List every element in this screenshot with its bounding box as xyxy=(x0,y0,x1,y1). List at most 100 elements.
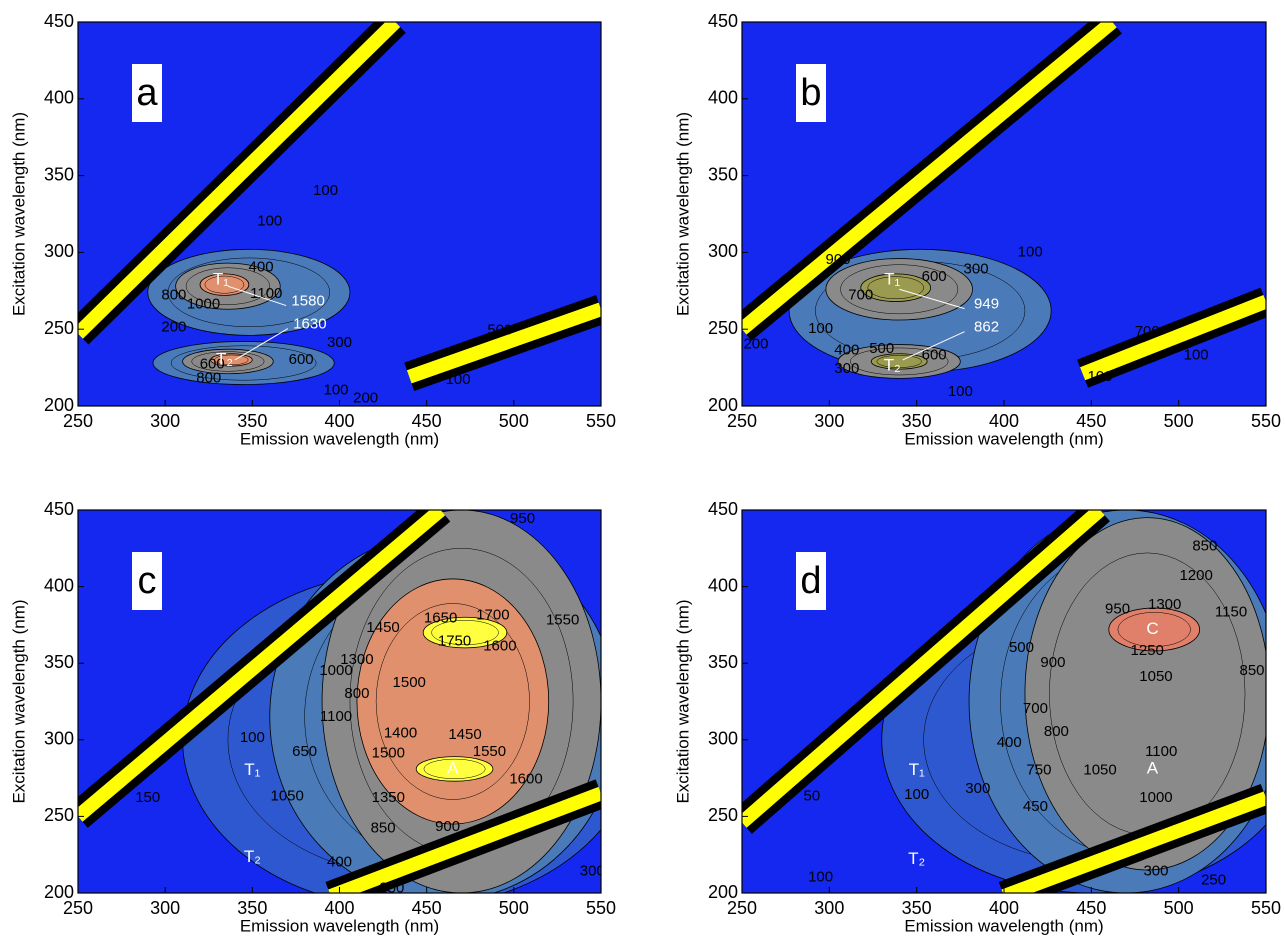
x-tick-label: 350 xyxy=(902,898,932,918)
x-tick-label: 500 xyxy=(1164,898,1194,918)
contour-label: 100 xyxy=(1088,368,1113,385)
contour-label: 100 xyxy=(257,213,282,230)
plot-area: 1300 1250 1200 1150 1050 1100 1050 1000 900 950 85… xyxy=(742,510,1266,893)
panel-label-box xyxy=(132,552,162,610)
contour-label: 300 xyxy=(327,334,352,351)
x-tick-label: 300 xyxy=(150,898,180,918)
y-tick-label: 350 xyxy=(44,164,74,184)
contour-label: 1100 xyxy=(1145,743,1177,760)
contour-label: 100 xyxy=(446,371,471,388)
peak-label: A xyxy=(447,758,459,777)
x-tick-label: 500 xyxy=(499,898,529,918)
x-axis-title: Emission wavelength (nm) xyxy=(240,429,439,448)
contour-label: 800 xyxy=(344,685,369,702)
y-tick-label: 200 xyxy=(44,395,74,415)
contour-label: 1000 xyxy=(319,662,352,679)
panel-label-box xyxy=(796,552,826,610)
scatter-band xyxy=(406,302,601,384)
y-tick-label: 300 xyxy=(44,729,74,749)
contour-label: 1400 xyxy=(384,725,417,742)
x-tick-label: 350 xyxy=(902,411,932,431)
contour-line xyxy=(1117,612,1191,647)
contour-label: 1550 xyxy=(546,611,579,628)
contour-label: 200 xyxy=(161,319,186,336)
x-tick-label: 550 xyxy=(586,898,616,918)
x-tick-label: 250 xyxy=(63,411,93,431)
contour-label: 100 xyxy=(1018,243,1043,260)
y-tick-label: 250 xyxy=(708,805,738,825)
contour-label: 600 xyxy=(200,355,225,372)
scatter-band xyxy=(742,22,1117,335)
contour-label: 250 xyxy=(1201,872,1226,889)
x-axis-title: Emission wavelength (nm) xyxy=(240,916,439,935)
contour-label: 100 xyxy=(904,786,929,803)
callout-line xyxy=(902,331,965,361)
contour-line xyxy=(204,275,245,294)
panel-label: a xyxy=(136,72,158,114)
contour-line xyxy=(170,345,317,381)
peak-label: T₁ xyxy=(909,760,925,779)
scatter-band xyxy=(78,510,446,822)
contour-label: 1050 xyxy=(271,787,304,804)
contour-label: 1300 xyxy=(1148,596,1181,613)
contour-label: 800 xyxy=(161,286,186,303)
peak-label: T₁ xyxy=(213,270,229,289)
contour-label: 1750 xyxy=(438,633,471,650)
contour-label: 1600 xyxy=(483,637,516,654)
contour-label: 1600 xyxy=(509,771,542,788)
contour-label: 800 xyxy=(1044,723,1069,740)
contour-label: 100 xyxy=(1184,346,1209,363)
y-tick-label: 300 xyxy=(44,241,74,261)
y-axis-title: Excitation wavelength (nm) xyxy=(9,599,28,803)
panel-label-box xyxy=(796,64,826,122)
contour-label: 400 xyxy=(997,734,1022,751)
y-tick-label: 300 xyxy=(708,729,738,749)
y-tick-label: 200 xyxy=(44,882,74,902)
y-tick-label: 400 xyxy=(708,575,738,595)
panel-label: b xyxy=(800,72,821,114)
callout-label: 862 xyxy=(974,319,999,336)
contour-label: 1500 xyxy=(393,674,426,691)
contour-label: 100 xyxy=(313,182,338,199)
contour-label: 850 xyxy=(371,820,396,837)
y-axis-title: Excitation wavelength (nm) xyxy=(673,112,692,316)
x-tick-label: 550 xyxy=(1251,411,1281,431)
contour-label: 900 xyxy=(826,251,851,268)
contour-label: 900 xyxy=(435,818,460,835)
y-axis-title: Excitation wavelength (nm) xyxy=(9,112,28,316)
y-tick-label: 350 xyxy=(708,652,738,672)
contour-region xyxy=(1108,607,1201,652)
contour-label: 100 xyxy=(323,382,348,399)
callout-label: 1630 xyxy=(293,316,326,333)
contour-label: 200 xyxy=(743,336,768,353)
y-tick-label: 450 xyxy=(708,499,738,519)
panel-label: c xyxy=(138,560,157,602)
x-tick-label: 550 xyxy=(586,411,616,431)
x-tick-label: 450 xyxy=(1076,411,1106,431)
contour-label: 600 xyxy=(922,346,947,363)
contour-line xyxy=(191,351,265,372)
x-tick-label: 300 xyxy=(150,411,180,431)
contour-line xyxy=(867,276,924,300)
peak-label: T₂ xyxy=(884,356,901,375)
contour-label: 800 xyxy=(196,369,221,386)
contour-line xyxy=(876,355,922,368)
contour-label: 1250 xyxy=(1131,642,1164,659)
contour-label: 600 xyxy=(289,351,314,368)
contour-label: 300 xyxy=(965,780,990,797)
contour-label: 1300 xyxy=(340,651,373,668)
contour-label: 1000 xyxy=(1139,789,1172,806)
x-axis-title: Emission wavelength (nm) xyxy=(904,429,1103,448)
x-tick-label: 400 xyxy=(989,898,1019,918)
contour-label: 100 xyxy=(808,320,833,337)
y-tick-label: 250 xyxy=(44,805,74,825)
x-tick-label: 350 xyxy=(237,411,267,431)
contour-label: 700 xyxy=(848,286,873,303)
x-tick-label: 500 xyxy=(499,411,529,431)
contour-label: 650 xyxy=(292,743,317,760)
contour-label: 900 xyxy=(1040,654,1065,671)
contour-label: 500 xyxy=(869,340,894,357)
x-tick-label: 400 xyxy=(324,411,354,431)
